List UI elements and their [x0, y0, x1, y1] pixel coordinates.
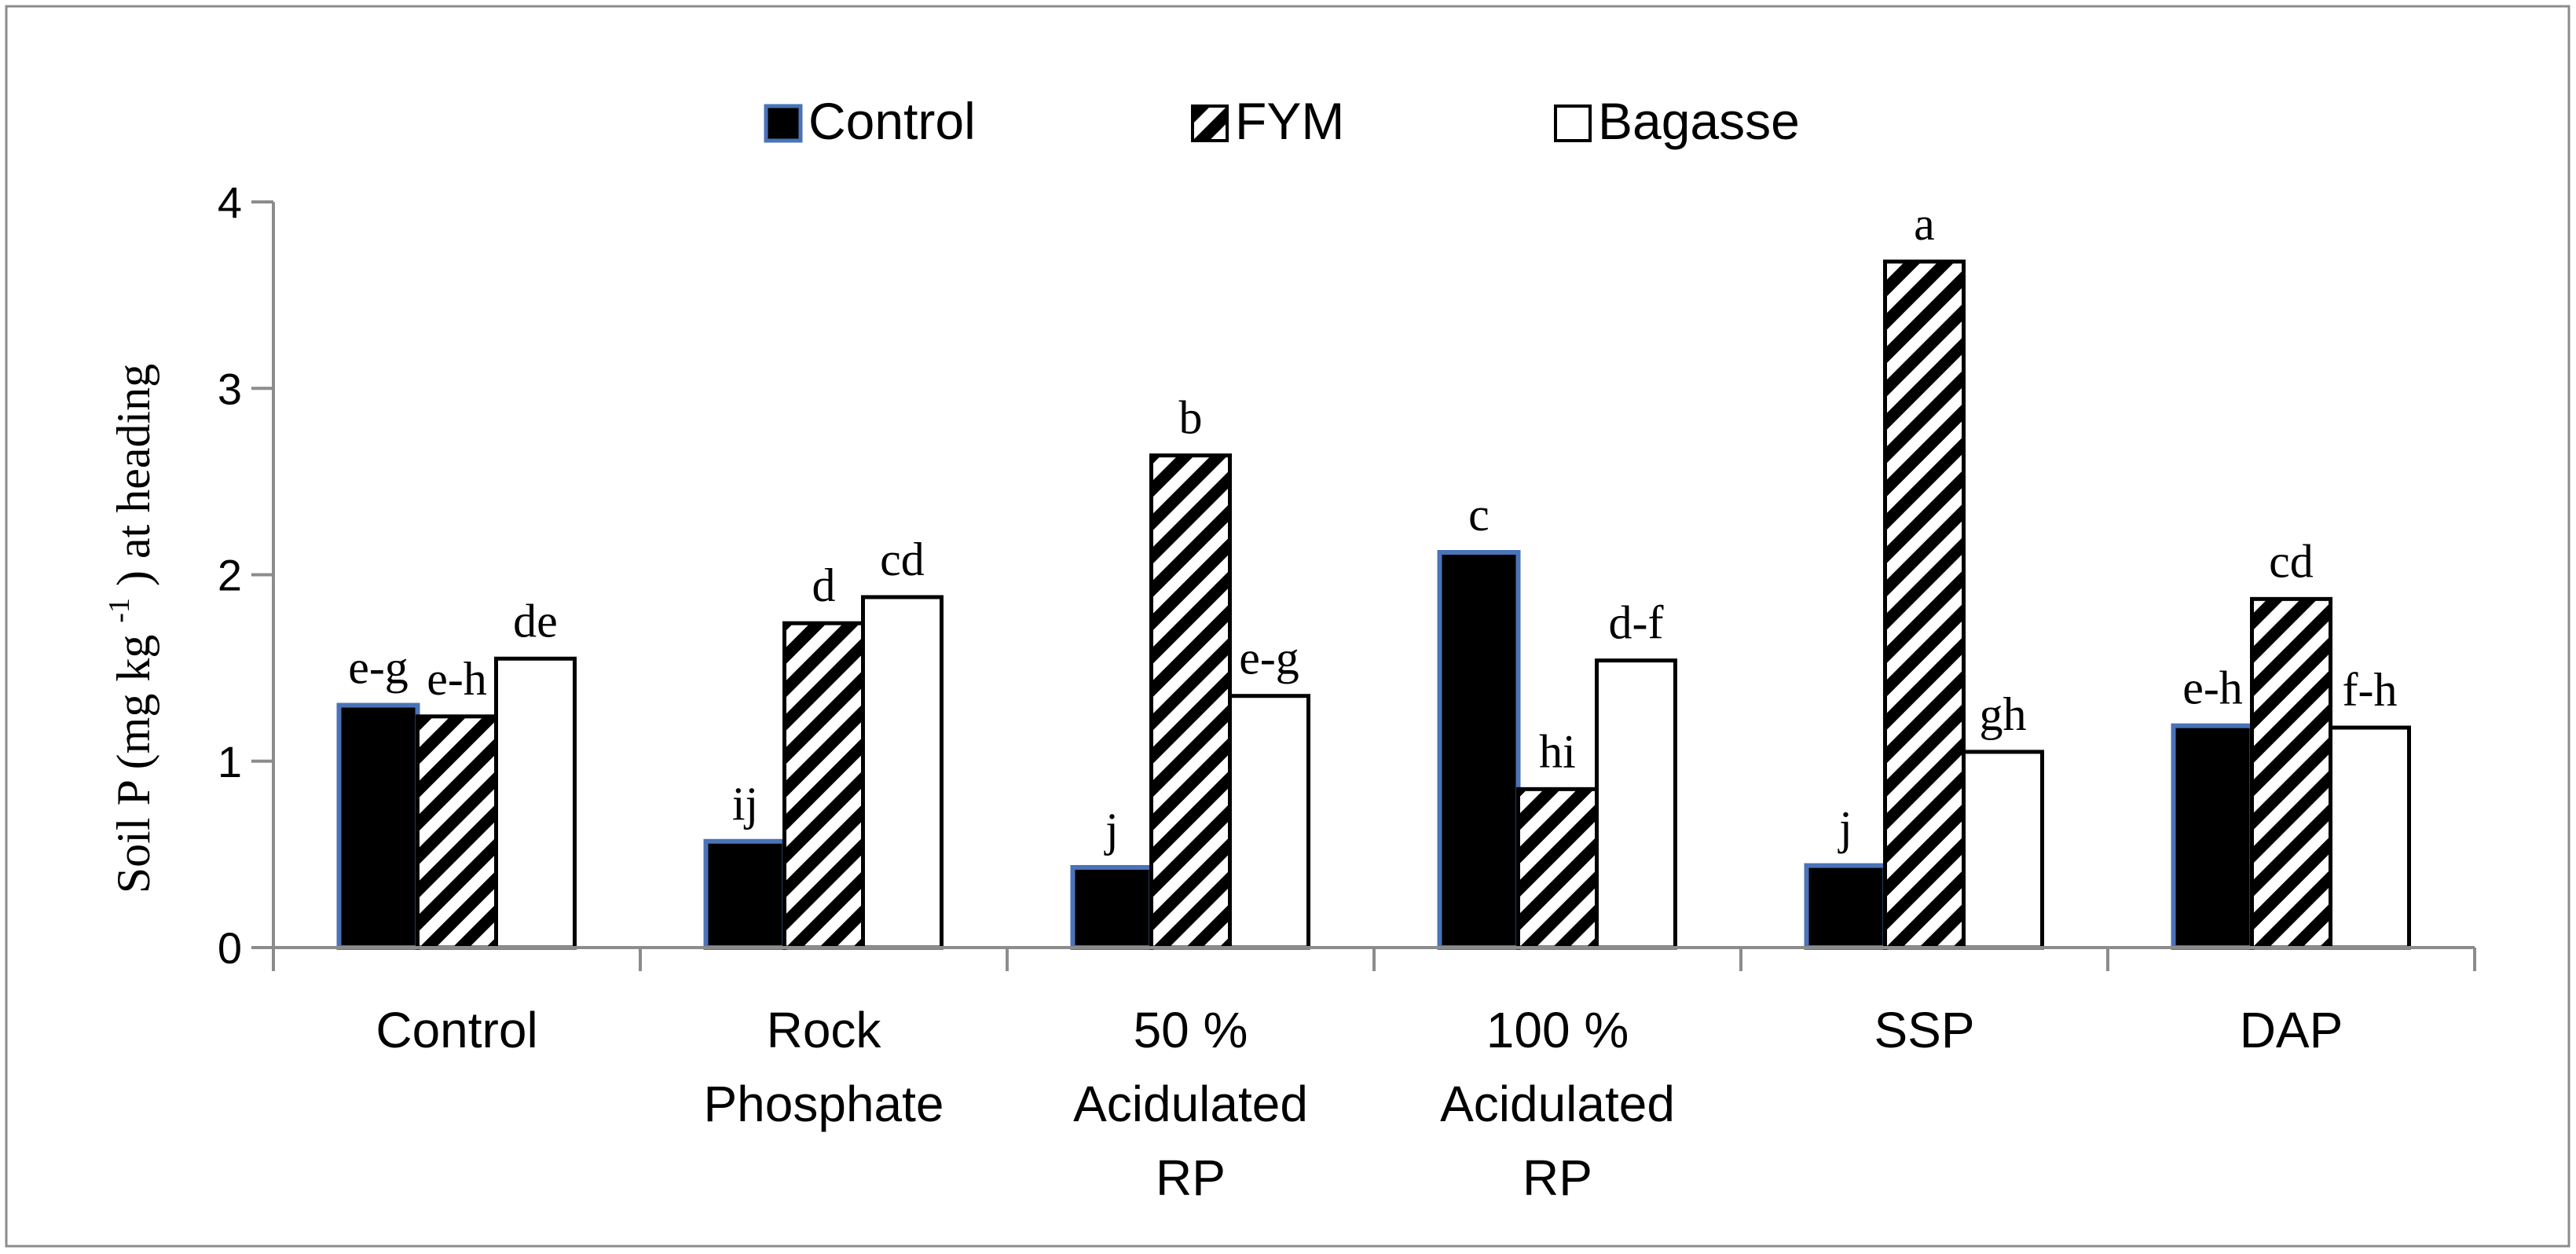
bar-significance-label: a: [1914, 198, 1935, 250]
y-tick-label: 0: [218, 923, 242, 973]
bar-control: [336, 702, 420, 950]
bar-fym: [416, 714, 498, 950]
x-category-label: 50 % Acidulated RP: [1073, 1002, 1308, 1206]
bar-significance-label: b: [1179, 392, 1203, 444]
y-tick-label: 3: [218, 364, 242, 413]
bar-significance-label: j: [1104, 804, 1119, 856]
y-axis-title-superscript: -1: [103, 598, 136, 623]
x-category-label-line: Rock: [767, 1002, 882, 1058]
bar-bagasse: [494, 656, 577, 950]
legend-swatch: [764, 104, 803, 143]
legend-swatch: [1191, 104, 1229, 142]
x-category-label-line: SSP: [1874, 1002, 1974, 1058]
x-category-label-line: RP: [1156, 1150, 1226, 1206]
bars-group: [336, 259, 2411, 951]
legend: Control FYM Bagasse: [764, 92, 1800, 150]
bar-significance-label: e-g: [348, 642, 409, 694]
bar-significance-label: d-f: [1609, 597, 1664, 649]
x-category-label: 100 % Acidulated RP: [1440, 1002, 1675, 1206]
y-axis: 0 1 2 3 4: [218, 178, 275, 973]
x-category-label-line: Acidulated: [1440, 1076, 1675, 1132]
y-tick-label: 2: [218, 551, 242, 600]
bar-significance-label: hi: [1539, 725, 1576, 777]
y-axis-title-suffix: ) at heading: [108, 364, 159, 586]
x-category-label-line: RP: [1523, 1150, 1592, 1206]
y-tick-label: 4: [218, 178, 242, 227]
bar-bagasse: [1228, 694, 1310, 950]
x-category-label-line: 50 %: [1134, 1002, 1248, 1058]
legend-label: FYM: [1235, 92, 1344, 150]
x-category-label: DAP: [2240, 1002, 2343, 1058]
bar-significance-label: e-h: [427, 653, 487, 705]
bar-fym: [1149, 453, 1232, 950]
bar-significance-label: gh: [1980, 688, 2027, 740]
bar-control: [1437, 550, 1521, 951]
x-category-label-line: Phosphate: [703, 1076, 944, 1132]
bar-bagasse: [861, 595, 944, 950]
bar-fym: [2250, 596, 2332, 950]
chart-frame: [5, 5, 2571, 1248]
bar-significance-label: c: [1468, 489, 1490, 541]
bar-fym: [1883, 259, 1966, 950]
bar-significance-label: e-h: [2182, 662, 2243, 714]
x-category-label: Control: [376, 1002, 537, 1058]
bar-significance-label: cd: [880, 534, 925, 585]
x-category-label-line: 100 %: [1486, 1002, 1629, 1058]
x-category-label: Rock Phosphate: [703, 1002, 944, 1132]
legend-label: Bagasse: [1598, 92, 1800, 150]
bar-fym: [782, 621, 865, 950]
legend-item-fym: FYM: [1191, 92, 1344, 150]
bar-bagasse: [2329, 725, 2411, 950]
bar-control: [1804, 863, 1888, 950]
bar-bagasse: [1595, 658, 1677, 950]
x-category-label-line: Acidulated: [1073, 1076, 1308, 1132]
x-category-label: SSP: [1874, 1002, 1974, 1058]
legend-label: Control: [808, 92, 976, 150]
bar-significance-label: ij: [732, 778, 758, 830]
bar-significance-label: cd: [2269, 535, 2314, 587]
legend-swatch: [1554, 104, 1592, 142]
bar-significance-label: j: [1838, 802, 1852, 854]
y-axis-title: Soil P (mg kg -1 ) at heading: [87, 364, 159, 893]
legend-item-bagasse: Bagasse: [1554, 92, 1800, 150]
bar-bagasse: [1962, 750, 2044, 950]
bar-control: [1070, 864, 1154, 951]
bar-significance-label: de: [513, 595, 558, 647]
bar-control: [2171, 723, 2255, 950]
bar-significance-label: f-h: [2343, 664, 2398, 716]
bar-significance-label: d: [812, 559, 836, 611]
y-tick-label: 1: [218, 737, 242, 786]
legend-item-control: Control: [764, 92, 976, 150]
bar-control: [703, 838, 787, 950]
x-category-label-line: DAP: [2240, 1002, 2343, 1058]
bar-fym: [1516, 786, 1599, 950]
bar-significance-label: e-g: [1239, 632, 1299, 684]
y-axis-title-prefix: Soil P (mg kg: [108, 635, 159, 894]
x-category-label-line: Control: [376, 1002, 537, 1058]
